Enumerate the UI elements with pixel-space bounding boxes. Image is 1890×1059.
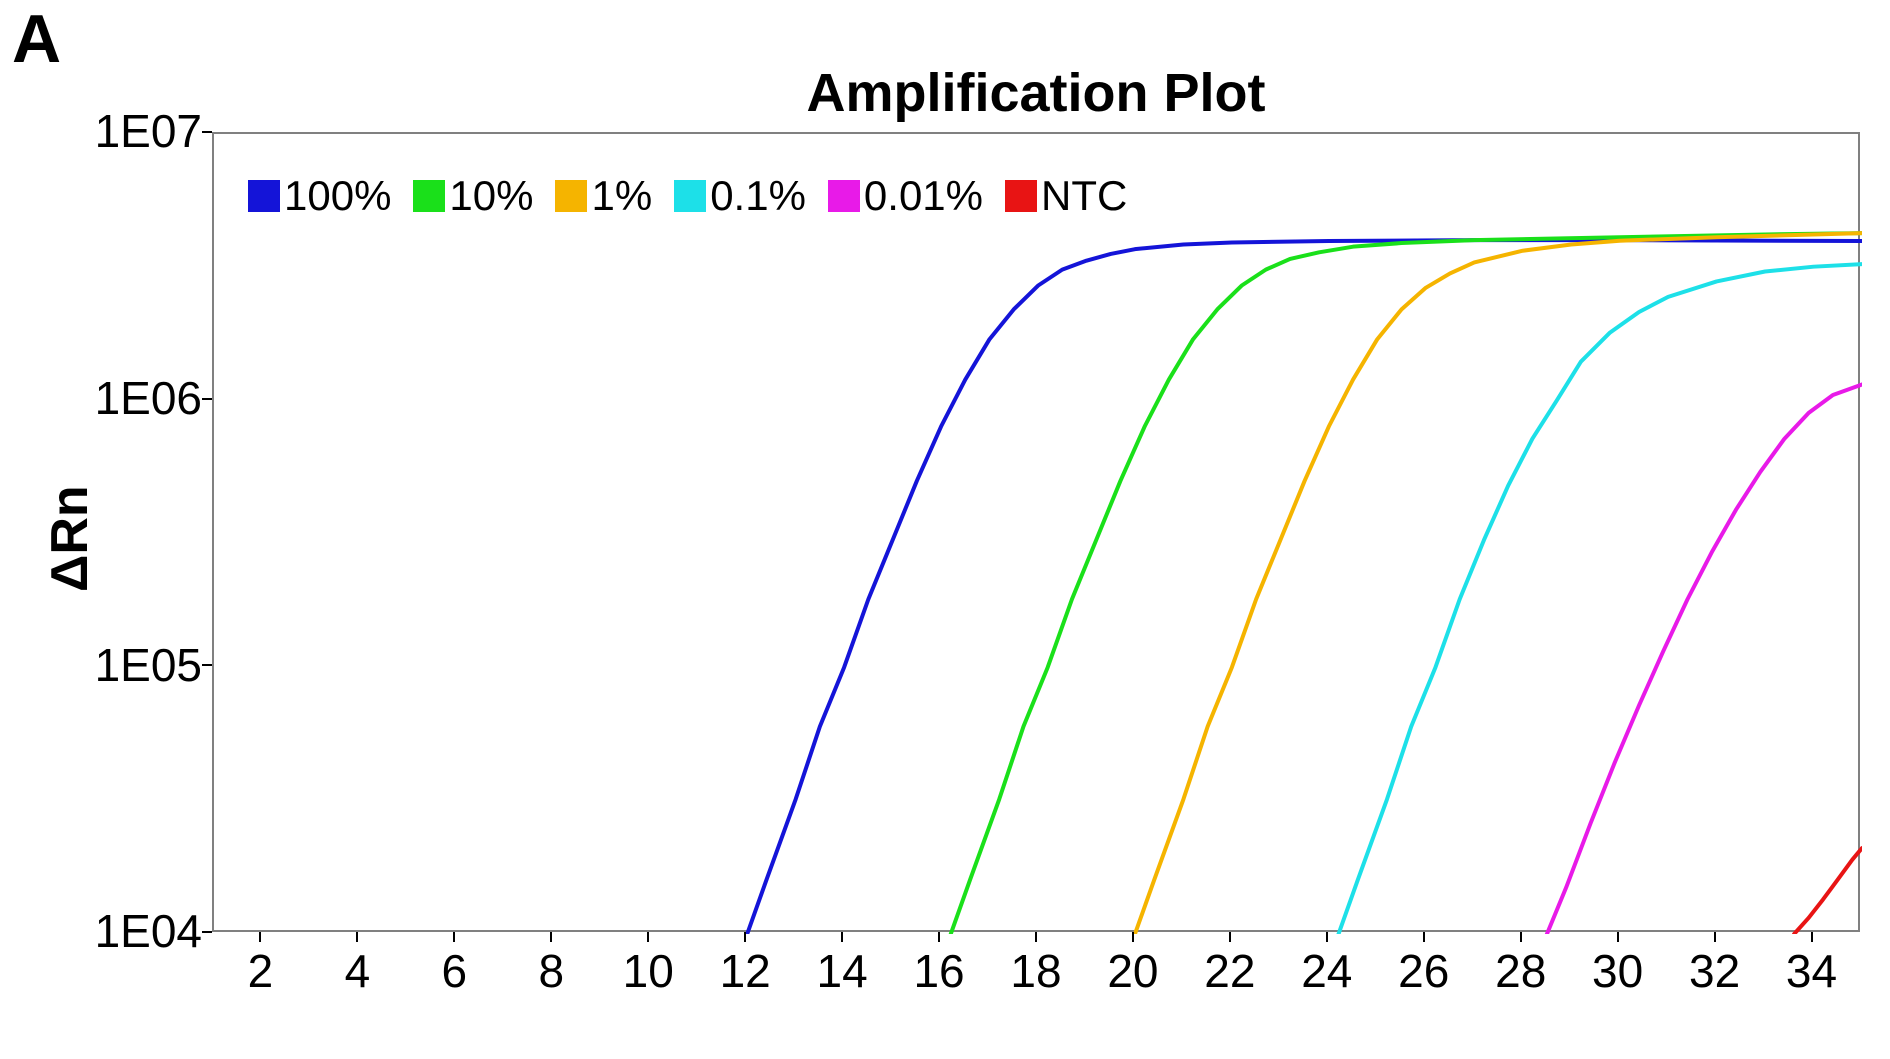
- legend-label: NTC: [1041, 172, 1127, 220]
- y-tick-label: 1E07: [62, 104, 202, 158]
- legend-swatch: [555, 180, 587, 212]
- legend-item: 10%: [413, 172, 533, 220]
- legend-swatch: [413, 180, 445, 212]
- legend-swatch: [828, 180, 860, 212]
- series-0.1%: [1339, 264, 1862, 934]
- y-axis-label: ΔRn: [40, 485, 100, 592]
- legend-item: 1%: [555, 172, 652, 220]
- y-tick-mark: [202, 398, 212, 400]
- x-tick-label: 2: [212, 944, 308, 998]
- legend: 100% 10% 1% 0.1% 0.01% NTC: [248, 172, 1149, 220]
- x-tick-label: 6: [406, 944, 502, 998]
- x-tick-label: 34: [1764, 944, 1860, 998]
- x-tick-label: 18: [988, 944, 1084, 998]
- legend-item: 0.1%: [674, 172, 806, 220]
- x-tick-label: 20: [1085, 944, 1181, 998]
- legend-label: 0.01%: [864, 172, 983, 220]
- x-tick-mark: [841, 932, 843, 942]
- panel-label: A: [12, 0, 61, 78]
- x-tick-mark: [259, 932, 261, 942]
- x-tick-mark: [1617, 932, 1619, 942]
- legend-label: 1%: [591, 172, 652, 220]
- y-tick-label: 1E04: [62, 904, 202, 958]
- series-10%: [951, 233, 1862, 934]
- plot-area: 100% 10% 1% 0.1% 0.01% NTC: [212, 132, 1860, 932]
- x-tick-mark: [744, 932, 746, 942]
- legend-label: 100%: [284, 172, 391, 220]
- x-tick-label: 12: [697, 944, 793, 998]
- legend-swatch: [248, 180, 280, 212]
- x-tick-label: 14: [794, 944, 890, 998]
- legend-item: NTC: [1005, 172, 1127, 220]
- x-tick-mark: [550, 932, 552, 942]
- x-tick-mark: [647, 932, 649, 942]
- x-tick-mark: [453, 932, 455, 942]
- x-tick-label: 10: [600, 944, 696, 998]
- y-tick-mark: [202, 664, 212, 666]
- x-tick-label: 30: [1570, 944, 1666, 998]
- figure-container: A Amplification Plot ΔRn 100% 10% 1% 0.1% 0.…: [0, 0, 1890, 1059]
- y-tick-label: 1E05: [62, 638, 202, 692]
- x-tick-mark: [1229, 932, 1231, 942]
- legend-label: 0.1%: [710, 172, 806, 220]
- x-tick-mark: [1714, 932, 1716, 942]
- curves-svg: [214, 134, 1862, 934]
- x-tick-mark: [1423, 932, 1425, 942]
- x-tick-label: 26: [1376, 944, 1472, 998]
- legend-swatch: [674, 180, 706, 212]
- y-tick-mark: [202, 931, 212, 933]
- x-tick-label: 32: [1667, 944, 1763, 998]
- x-tick-mark: [356, 932, 358, 942]
- x-tick-mark: [1811, 932, 1813, 942]
- x-tick-label: 4: [309, 944, 405, 998]
- x-tick-label: 22: [1182, 944, 1278, 998]
- x-tick-mark: [1326, 932, 1328, 942]
- x-tick-mark: [938, 932, 940, 942]
- y-tick-mark: [202, 131, 212, 133]
- series-0.01%: [1547, 384, 1862, 934]
- legend-swatch: [1005, 180, 1037, 212]
- series-1%: [1135, 233, 1862, 934]
- x-tick-label: 24: [1279, 944, 1375, 998]
- chart-title: Amplification Plot: [212, 62, 1860, 124]
- x-tick-mark: [1520, 932, 1522, 942]
- x-tick-mark: [1132, 932, 1134, 942]
- x-tick-label: 28: [1473, 944, 1569, 998]
- series-NTC: [1794, 848, 1862, 934]
- legend-label: 10%: [449, 172, 533, 220]
- legend-item: 100%: [248, 172, 391, 220]
- x-tick-label: 16: [891, 944, 987, 998]
- x-tick-mark: [1035, 932, 1037, 942]
- y-tick-label: 1E06: [62, 371, 202, 425]
- x-tick-label: 8: [503, 944, 599, 998]
- legend-item: 0.01%: [828, 172, 983, 220]
